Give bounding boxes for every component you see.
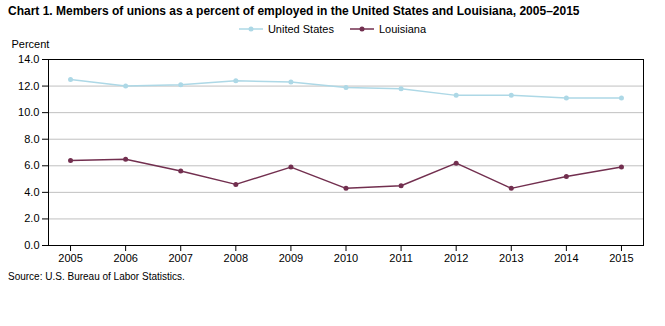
svg-text:2014: 2014 (554, 252, 578, 264)
svg-text:2013: 2013 (499, 252, 523, 264)
svg-text:2012: 2012 (444, 252, 468, 264)
svg-text:6.0: 6.0 (24, 159, 39, 171)
svg-text:0.0: 0.0 (24, 239, 39, 251)
svg-text:8.0: 8.0 (24, 133, 39, 145)
svg-text:2009: 2009 (279, 252, 303, 264)
svg-text:12.0: 12.0 (18, 80, 39, 92)
svg-text:2005: 2005 (58, 252, 82, 264)
html-text:United States: United States (267, 23, 334, 35)
svg-text:10.0: 10.0 (18, 106, 39, 118)
svg-text:2.0: 2.0 (24, 212, 39, 224)
svg-text:2015: 2015 (609, 252, 633, 264)
html-text:Louisiana: Louisiana (379, 23, 427, 35)
html-text:Chart 1. Members of unions as: Chart 1. Members of unions as a percent … (8, 4, 580, 18)
svg-text:Percent: Percent (12, 38, 50, 50)
svg-text:2011: 2011 (389, 252, 413, 264)
html-text:Source: U.S. Bureau of Labor S: Source: U.S. Bureau of Labor Statistics. (8, 271, 185, 282)
svg-text:4.0: 4.0 (24, 186, 39, 198)
svg-text:2006: 2006 (113, 252, 137, 264)
svg-text:14.0: 14.0 (18, 53, 39, 65)
svg-text:2008: 2008 (224, 252, 248, 264)
svg-text:2007: 2007 (168, 252, 192, 264)
svg-text:2010: 2010 (334, 252, 358, 264)
